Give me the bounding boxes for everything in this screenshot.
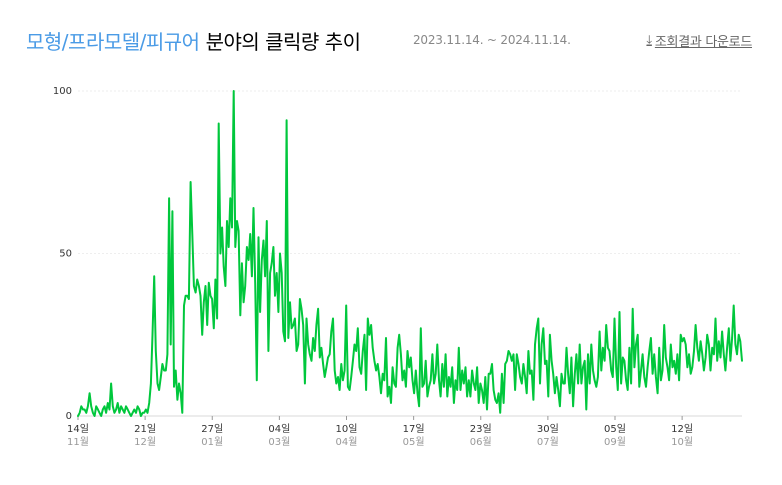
- x-tick-day-label: 10일: [336, 423, 358, 435]
- x-tick-month-label: 09월: [604, 436, 626, 448]
- download-results-link[interactable]: ⤓ 조회결과 다운로드: [646, 31, 752, 50]
- x-axis: 14일11월21일12월27일01월04일03월10일04월17일05월23일0…: [67, 416, 693, 448]
- y-tick-label: 50: [59, 249, 72, 260]
- x-tick-month-label: 03월: [268, 436, 290, 448]
- grid-layer: [78, 90, 742, 417]
- x-tick-day-label: 14일: [67, 423, 89, 435]
- x-tick-month-label: 05월: [403, 436, 425, 448]
- x-tick-month-label: 10월: [671, 436, 693, 448]
- x-tick-month-label: 04월: [336, 436, 358, 448]
- y-tick-label: 0: [66, 411, 72, 422]
- x-tick-month-label: 11월: [67, 436, 89, 448]
- x-tick-day-label: 04일: [268, 423, 290, 435]
- download-arrow-icon: ⤓: [646, 33, 652, 48]
- download-label: 조회결과 다운로드: [654, 35, 752, 50]
- date-range: 2023.11.14. ~ 2024.11.14.: [413, 33, 571, 47]
- y-axis: 0 50 100: [53, 86, 72, 422]
- chart-header: 모형/프라모델/피규어 분야의 클릭량 추이 2023.11.14. ~ 2024…: [26, 26, 752, 54]
- x-tick-day-label: 23일: [470, 423, 492, 435]
- x-tick-day-label: 12일: [671, 423, 693, 435]
- series-layer: [77, 90, 743, 417]
- x-tick-month-label: 06월: [470, 436, 492, 448]
- title-suffix: 분야의 클릭량 추이: [205, 30, 361, 54]
- x-tick-month-label: 12월: [134, 436, 156, 448]
- x-tick-day-label: 21일: [134, 423, 156, 435]
- x-tick-day-label: 30일: [537, 423, 559, 435]
- category-name: 모형/프라모델/피규어: [26, 30, 200, 54]
- y-tick-label: 100: [53, 86, 72, 97]
- x-tick-day-label: 27일: [201, 423, 223, 435]
- chart-title: 모형/프라모델/피규어 분야의 클릭량 추이: [26, 26, 361, 55]
- click-trend-line: [77, 90, 743, 417]
- x-tick-day-label: 05일: [604, 423, 626, 435]
- x-tick-month-label: 01월: [201, 436, 223, 448]
- x-tick-month-label: 07월: [537, 436, 559, 448]
- x-tick-day-label: 17일: [403, 423, 425, 435]
